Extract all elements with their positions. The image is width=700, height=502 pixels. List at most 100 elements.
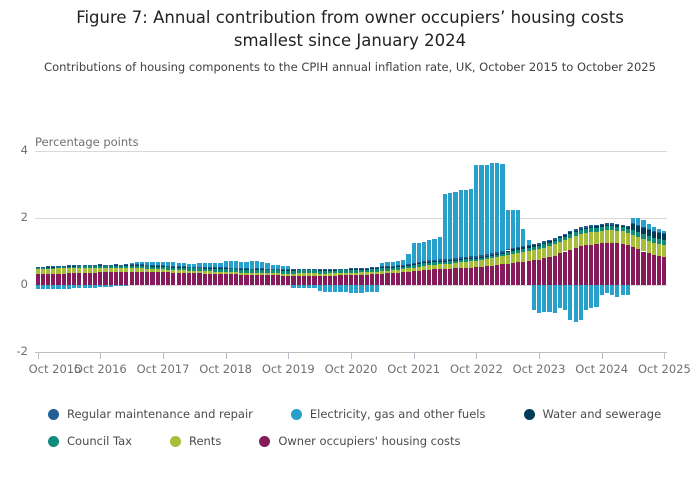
legend-item[interactable]: Owner occupiers' housing costs — [259, 434, 461, 448]
bar-segment[interactable] — [56, 266, 61, 269]
bar-segment[interactable] — [119, 264, 124, 266]
bar-segment[interactable] — [286, 269, 291, 271]
bar-segment[interactable] — [369, 268, 374, 272]
bar-segment[interactable] — [254, 268, 260, 269]
bar-segment[interactable] — [463, 258, 468, 259]
bar-segment[interactable] — [636, 218, 641, 225]
bar-segment[interactable] — [312, 275, 317, 285]
bar-segment[interactable] — [301, 268, 307, 270]
bar-segment[interactable] — [119, 267, 124, 272]
bar-segment[interactable] — [526, 244, 531, 247]
bar-segment[interactable] — [505, 255, 510, 264]
bar-segment[interactable] — [583, 226, 589, 228]
bar-segment[interactable] — [583, 227, 589, 230]
bar-segment[interactable] — [40, 269, 45, 275]
bar-segment[interactable] — [448, 263, 453, 269]
bar-segment[interactable] — [610, 226, 615, 231]
bar-segment[interactable] — [542, 285, 547, 312]
bar-segment[interactable] — [87, 265, 92, 266]
bar-segment[interactable] — [385, 270, 390, 274]
bar-segment[interactable] — [489, 162, 495, 254]
bar-segment[interactable] — [103, 264, 108, 266]
bar-segment[interactable] — [636, 231, 641, 238]
bar-segment[interactable] — [301, 275, 307, 285]
bar-segment[interactable] — [35, 285, 40, 290]
bar-segment[interactable] — [427, 261, 432, 266]
bar-segment[interactable] — [458, 262, 463, 268]
bar-segment[interactable] — [516, 262, 521, 285]
bar-segment[interactable] — [239, 269, 244, 273]
bar-segment[interactable] — [275, 275, 280, 285]
bar-segment[interactable] — [66, 285, 72, 289]
bar-segment[interactable] — [155, 265, 160, 267]
bar-segment[interactable] — [207, 271, 213, 274]
bar-segment[interactable] — [395, 264, 401, 266]
bar-segment[interactable] — [657, 255, 662, 285]
bar-segment[interactable] — [531, 243, 536, 246]
bar-segment[interactable] — [416, 263, 421, 267]
bar-segment[interactable] — [213, 267, 218, 268]
bar-segment[interactable] — [604, 224, 609, 227]
bar-segment[interactable] — [369, 271, 374, 275]
bar-segment[interactable] — [359, 268, 364, 273]
bar-segment[interactable] — [98, 267, 103, 273]
bar-segment[interactable] — [662, 234, 667, 241]
bar-segment[interactable] — [207, 266, 213, 268]
bar-segment[interactable] — [108, 265, 113, 266]
bar-segment[interactable] — [458, 190, 463, 258]
bar-segment[interactable] — [395, 266, 401, 270]
bar-segment[interactable] — [552, 285, 557, 314]
bar-segment[interactable] — [202, 263, 207, 267]
bar-segment[interactable] — [636, 249, 641, 285]
bar-segment[interactable] — [542, 243, 547, 245]
bar-segment[interactable] — [61, 285, 66, 290]
bar-segment[interactable] — [651, 243, 657, 255]
bar-segment[interactable] — [542, 244, 547, 248]
bar-segment[interactable] — [469, 256, 474, 258]
bar-segment[interactable] — [401, 272, 406, 285]
bar-segment[interactable] — [239, 268, 244, 269]
bar-segment[interactable] — [568, 238, 573, 250]
bar-segment[interactable] — [192, 273, 197, 285]
bar-segment[interactable] — [265, 262, 270, 269]
bar-segment[interactable] — [573, 236, 578, 249]
bar-segment[interactable] — [98, 285, 103, 288]
bar-segment[interactable] — [338, 269, 343, 273]
bar-segment[interactable] — [364, 285, 369, 293]
bar-segment[interactable] — [270, 275, 275, 285]
bar-segment[interactable] — [218, 262, 223, 268]
bar-segment[interactable] — [113, 271, 119, 285]
bar-segment[interactable] — [416, 266, 421, 271]
bar-segment[interactable] — [171, 269, 176, 273]
bar-segment[interactable] — [662, 256, 667, 285]
bar-segment[interactable] — [265, 269, 270, 270]
bar-segment[interactable] — [547, 246, 552, 257]
bar-segment[interactable] — [422, 262, 427, 263]
bar-segment[interactable] — [448, 260, 453, 264]
bar-segment[interactable] — [651, 230, 657, 232]
bar-segment[interactable] — [150, 265, 155, 267]
bar-segment[interactable] — [150, 261, 155, 265]
bar-segment[interactable] — [469, 189, 474, 257]
bar-segment[interactable] — [139, 262, 145, 265]
bar-segment[interactable] — [307, 285, 312, 288]
bar-segment[interactable] — [651, 254, 657, 285]
bar-segment[interactable] — [437, 260, 442, 262]
bar-segment[interactable] — [239, 272, 244, 275]
bar-segment[interactable] — [134, 262, 139, 264]
bar-segment[interactable] — [348, 268, 354, 270]
bar-segment[interactable] — [328, 268, 333, 270]
bar-segment[interactable] — [171, 266, 176, 268]
bar-segment[interactable] — [202, 273, 207, 285]
bar-segment[interactable] — [181, 266, 186, 268]
bar-segment[interactable] — [401, 260, 406, 265]
bar-segment[interactable] — [448, 260, 453, 261]
bar-segment[interactable] — [651, 231, 657, 238]
bar-segment[interactable] — [479, 255, 484, 257]
bar-segment[interactable] — [72, 268, 77, 274]
bar-segment[interactable] — [463, 261, 468, 268]
bar-segment[interactable] — [646, 229, 651, 236]
bar-segment[interactable] — [526, 246, 531, 248]
bar-segment[interactable] — [181, 270, 186, 273]
bar-segment[interactable] — [307, 269, 312, 274]
